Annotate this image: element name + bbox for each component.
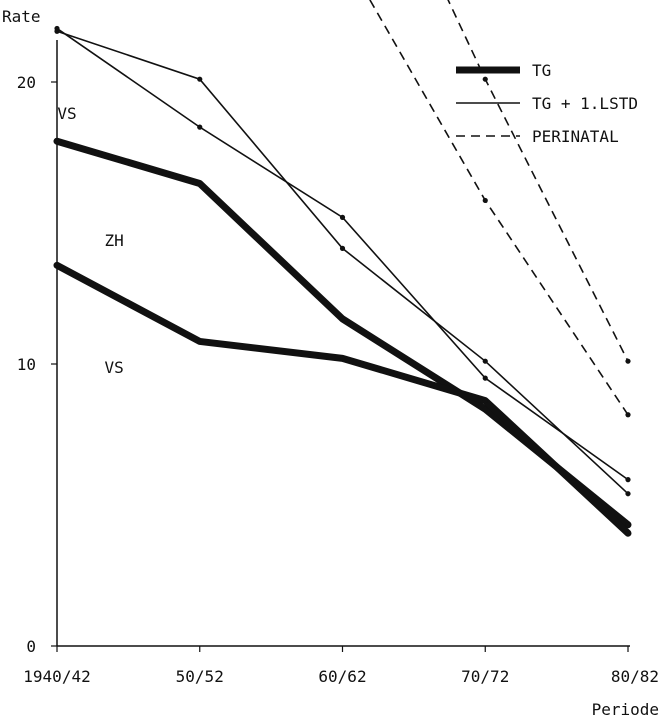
data-point: [339, 355, 346, 361]
data-point: [625, 412, 631, 418]
legend-label: TG: [532, 61, 551, 80]
series-layer: [53, 0, 632, 537]
annotation-label: VS: [104, 358, 123, 377]
data-point: [54, 138, 60, 144]
series-tg-vs-line: [53, 261, 632, 537]
y-tick-label: 10: [17, 355, 36, 374]
data-point: [197, 338, 203, 345]
data-point: [339, 214, 346, 220]
series-tg-zh: [53, 137, 632, 529]
y-axis-label: Rate: [2, 7, 41, 26]
legend-label: TG + 1.LSTD: [532, 94, 638, 113]
annotation-label: VS: [57, 104, 76, 123]
x-tick-label: 1940/42: [23, 667, 90, 686]
data-point: [625, 522, 631, 528]
data-point: [339, 316, 346, 322]
x-tick-label: 60/62: [318, 667, 366, 686]
data-point: [197, 180, 203, 187]
data-point: [625, 477, 631, 483]
data-point: [197, 76, 203, 82]
data-point: [482, 358, 488, 364]
series-tg-vs: [53, 261, 632, 537]
data-point: [625, 358, 631, 364]
data-point: [482, 76, 488, 82]
data-point: [54, 262, 60, 268]
y-tick-label: 20: [17, 73, 36, 92]
legend-item-tg: TG: [456, 61, 551, 80]
data-point: [482, 375, 488, 381]
data-point: [197, 124, 203, 130]
data-point: [625, 491, 631, 497]
x-tick-label: 80/82: [611, 667, 659, 686]
series-tg-zh-line: [53, 137, 632, 529]
data-point: [625, 530, 631, 536]
series-perinatal-vs-line: [447, 0, 629, 362]
series-perinatal-vs: [447, 0, 631, 364]
x-tick-label: 70/72: [461, 667, 509, 686]
data-point: [339, 245, 346, 251]
annotation-layer: VSZHZHVSZHVS: [57, 104, 123, 377]
legend-label: PERINATAL: [532, 127, 619, 146]
series-tg-1-lstd-zh: [54, 28, 631, 497]
data-point: [482, 398, 488, 404]
legend-item-tg-1-lstd: TG + 1.LSTD: [456, 94, 638, 113]
series-perinatal-zh: [369, 0, 631, 418]
annotation-label: ZH: [104, 231, 123, 250]
data-point: [54, 25, 60, 32]
y-tick-label: 0: [26, 637, 36, 656]
series-tg-1-lstd-vs: [54, 25, 631, 483]
series-perinatal-zh-line: [369, 0, 629, 416]
x-tick-label: 50/52: [176, 667, 224, 686]
data-point: [482, 406, 488, 412]
legend: TG TG + 1.LSTD PERINATAL: [456, 61, 638, 146]
data-point: [482, 197, 488, 204]
legend-item-perinatal: PERINATAL: [456, 127, 619, 146]
x-axis-label: Periode: [592, 700, 659, 719]
